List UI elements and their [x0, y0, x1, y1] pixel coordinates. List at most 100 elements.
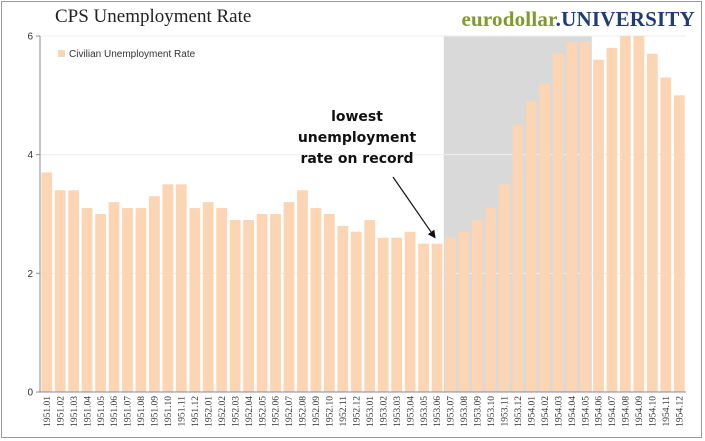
bar	[149, 196, 160, 392]
annotation-arrow	[392, 176, 436, 239]
bar	[310, 208, 322, 392]
x-tick-label: 1952.06	[272, 396, 282, 427]
x-tick-label: 1953.08	[460, 396, 470, 427]
bar	[512, 125, 524, 392]
bar	[458, 231, 470, 392]
x-tick-label: 1951.12	[191, 396, 201, 427]
bar	[646, 53, 658, 393]
x-tick-label: 1953.12	[514, 396, 524, 427]
x-tick-label: 1952.10	[326, 396, 336, 427]
bar	[337, 225, 349, 392]
x-tick-label: 1953.01	[366, 396, 376, 427]
bar	[377, 237, 389, 392]
x-tick-label: 1953.06	[433, 396, 443, 427]
bar	[633, 36, 645, 392]
x-tick-label: 1954.09	[635, 396, 645, 427]
bar	[579, 41, 591, 392]
bar	[297, 190, 308, 392]
y-tick-label: 0	[27, 388, 33, 399]
bar	[431, 243, 443, 392]
bar	[189, 208, 201, 392]
bar	[391, 237, 403, 392]
bar	[54, 190, 66, 392]
bar	[350, 231, 362, 392]
bar	[539, 83, 551, 392]
bar	[472, 219, 483, 392]
bar	[364, 219, 376, 392]
x-tick-label: 1953.10	[487, 396, 497, 427]
bar	[108, 202, 120, 392]
x-tick-label: 1953.05	[420, 396, 430, 427]
x-tick-label: 1953.09	[474, 396, 484, 427]
annotation-text: unemployment	[298, 130, 417, 146]
bar	[122, 208, 133, 392]
x-tick-label: 1953.07	[447, 396, 457, 427]
bar	[162, 184, 174, 392]
legend-swatch	[58, 50, 65, 57]
x-tick-label: 1953.03	[393, 396, 403, 427]
bar	[175, 184, 187, 392]
bar	[270, 214, 281, 392]
bar	[566, 41, 577, 392]
x-tick-label: 1951.04	[83, 396, 93, 427]
x-tick-label: 1954.01	[527, 396, 537, 427]
x-tick-label: 1951.02	[56, 396, 66, 427]
bar	[68, 190, 80, 392]
x-tick-label: 1952.12	[352, 396, 362, 427]
x-tick-label: 1954.03	[554, 396, 564, 427]
bar	[229, 219, 241, 392]
bar	[418, 243, 429, 392]
x-tick-label: 1954.02	[541, 396, 551, 427]
brand-part-1: eurodollar	[461, 7, 556, 31]
x-tick-label: 1951.08	[137, 396, 147, 427]
x-tick-label: 1953.02	[379, 396, 389, 427]
bar	[445, 237, 456, 392]
bar	[135, 208, 147, 392]
bar	[41, 172, 53, 392]
bar	[243, 219, 254, 392]
annotation-text: rate on record	[300, 151, 413, 167]
x-tick-label: 1951.03	[70, 396, 80, 427]
brand-part-2: .UNIVERSITY	[555, 7, 695, 31]
bar	[404, 231, 416, 392]
x-tick-label: 1952.04	[245, 396, 255, 427]
bar	[552, 53, 564, 393]
bar	[620, 36, 631, 392]
bar	[95, 214, 106, 392]
x-tick-label: 1952.05	[258, 396, 268, 427]
bar	[606, 47, 618, 392]
bar	[498, 184, 510, 392]
x-tick-label: 1952.08	[299, 396, 309, 427]
bar	[283, 202, 295, 392]
bar	[593, 59, 604, 392]
x-tick-label: 1954.05	[581, 396, 591, 427]
bar	[202, 202, 214, 392]
x-tick-label: 1954.08	[622, 396, 632, 427]
x-tick-label: 1951.10	[164, 396, 174, 427]
x-tick-label: 1952.09	[312, 396, 322, 427]
x-tick-label: 1954.06	[595, 396, 605, 427]
x-tick-label: 1951.11	[178, 396, 188, 427]
bar	[485, 208, 497, 392]
x-tick-label: 1954.04	[568, 396, 578, 427]
y-tick-label: 2	[27, 269, 33, 280]
x-tick-label: 1952.03	[231, 396, 241, 427]
brand-logo: eurodollar.UNIVERSITY	[461, 7, 695, 32]
legend-label: Civilian Unemployment Rate	[69, 49, 196, 60]
x-tick-label: 1952.07	[285, 396, 295, 427]
x-tick-label: 1951.07	[124, 396, 134, 427]
bar	[81, 208, 93, 392]
x-tick-label: 1952.11	[339, 396, 349, 427]
bar	[673, 95, 685, 392]
bar	[216, 208, 228, 392]
x-tick-label: 1952.02	[218, 396, 228, 427]
x-tick-label: 1953.11	[501, 396, 511, 427]
bar	[660, 77, 672, 393]
x-tick-label: 1951.05	[97, 396, 107, 427]
bar	[323, 214, 335, 392]
bar	[525, 101, 537, 393]
chart-title: CPS Unemployment Rate	[55, 6, 252, 27]
x-tick-label: 1951.09	[151, 396, 161, 427]
x-tick-label: 1954.07	[608, 396, 618, 427]
